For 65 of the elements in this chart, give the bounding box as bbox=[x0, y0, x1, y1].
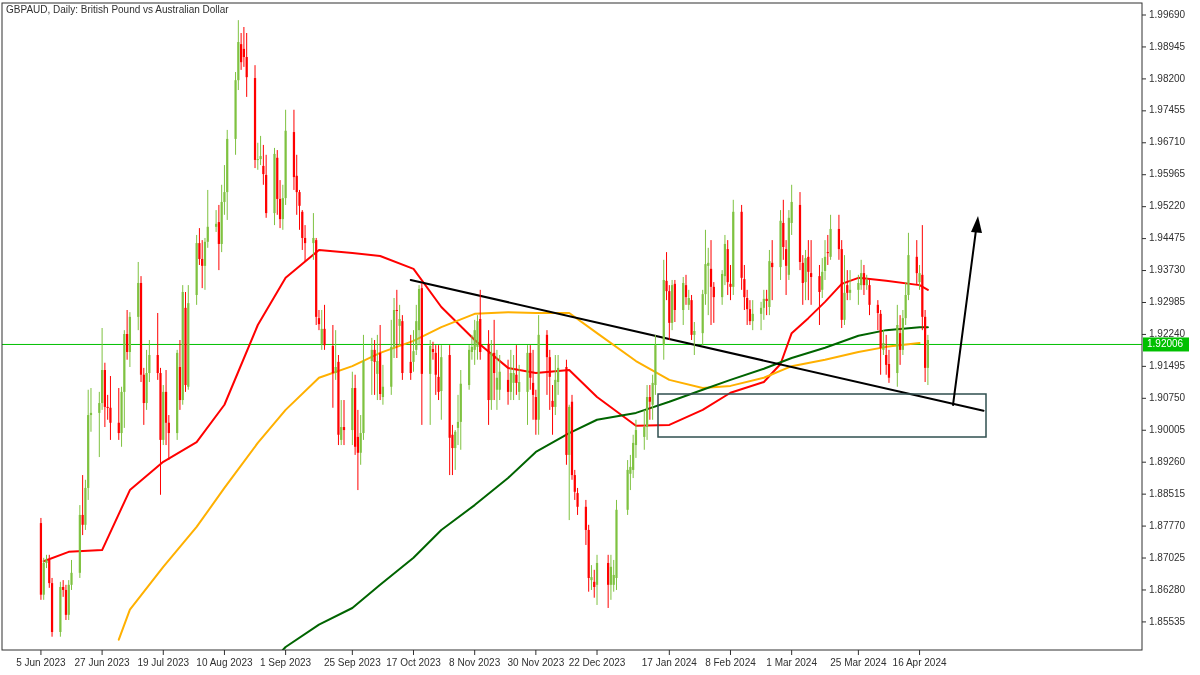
candlestick bbox=[320, 309, 323, 351]
candlestick bbox=[512, 354, 515, 401]
candlestick bbox=[882, 329, 885, 356]
candlestick bbox=[607, 554, 610, 609]
y-tick-label: 1.98945 bbox=[1149, 40, 1186, 52]
candlestick bbox=[648, 384, 651, 421]
candlestick bbox=[518, 364, 521, 401]
x-tick-label: 25 Sep 2023 bbox=[323, 657, 382, 668]
candlestick bbox=[593, 569, 596, 599]
x-tick-label: 19 Jul 2023 bbox=[137, 657, 190, 668]
y-tick-label: 1.93730 bbox=[1149, 264, 1186, 276]
candlestick bbox=[687, 289, 690, 311]
x-tick-label: 16 Apr 2024 bbox=[892, 657, 947, 668]
candlestick bbox=[826, 234, 829, 266]
x-tick-label: 25 Mar 2024 bbox=[830, 657, 887, 668]
x-tick-label: 22 Dec 2023 bbox=[568, 657, 626, 668]
candlestick bbox=[509, 349, 512, 401]
candlestick bbox=[515, 344, 518, 396]
y-tick-label: 1.87025 bbox=[1149, 551, 1186, 563]
x-tick-label: 5 Jun 2023 bbox=[16, 657, 67, 668]
y-tick-label: 1.87770 bbox=[1149, 519, 1186, 531]
y-tick-label: 1.98200 bbox=[1149, 72, 1186, 84]
y-tick-label: 1.92240 bbox=[1149, 328, 1186, 340]
candlestick bbox=[595, 554, 599, 606]
x-tick-label: 8 Feb 2024 bbox=[705, 657, 757, 668]
line-series bbox=[281, 326, 929, 650]
candlestick bbox=[334, 329, 337, 381]
x-tick-label: 1 Sep 2023 bbox=[260, 657, 312, 668]
x-tick-label: 10 Aug 2023 bbox=[196, 657, 253, 668]
y-tick-label: 1.91495 bbox=[1149, 360, 1186, 372]
candlestick bbox=[590, 564, 593, 591]
candlestick bbox=[434, 344, 437, 396]
candlestick bbox=[437, 344, 440, 401]
y-tick-label: 1.85535 bbox=[1149, 615, 1186, 627]
y-tick-label: 1.90005 bbox=[1149, 423, 1186, 435]
line-series bbox=[117, 311, 921, 641]
y-tick-label: 1.95220 bbox=[1149, 200, 1186, 212]
candlestick bbox=[398, 304, 401, 346]
x-tick-label: 8 Nov 2023 bbox=[449, 657, 501, 668]
x-tick-label: 27 Jun 2023 bbox=[74, 657, 131, 668]
candlestick bbox=[259, 135, 262, 166]
x-tick-label: 17 Jan 2024 bbox=[641, 657, 698, 668]
candlestick bbox=[109, 375, 112, 441]
candlestick bbox=[818, 264, 821, 326]
candlestick bbox=[373, 339, 376, 396]
candlestick bbox=[323, 304, 326, 351]
y-tick-label: 1.92985 bbox=[1149, 296, 1186, 308]
ref-line-label: 1.92006 bbox=[1147, 338, 1184, 350]
y-tick-label: 1.90750 bbox=[1149, 391, 1186, 403]
y-tick-label: 1.86280 bbox=[1149, 583, 1186, 595]
candlestick bbox=[868, 279, 871, 316]
x-tick-label: 1 Mar 2024 bbox=[766, 657, 818, 668]
y-tick-label: 1.89260 bbox=[1149, 455, 1186, 467]
candlestick bbox=[473, 319, 476, 366]
candlestick bbox=[918, 264, 921, 291]
x-tick-label: 30 Nov 2023 bbox=[507, 657, 565, 668]
y-tick-label: 1.95965 bbox=[1149, 168, 1186, 180]
y-tick-label: 1.99690 bbox=[1149, 8, 1186, 20]
y-tick-label: 1.96710 bbox=[1149, 136, 1186, 148]
x-tick-label: 17 Oct 2023 bbox=[386, 657, 442, 668]
y-tick-label: 1.88515 bbox=[1149, 487, 1186, 499]
candlestick bbox=[312, 212, 315, 261]
y-tick-label: 1.97455 bbox=[1149, 104, 1186, 116]
chart-title: GBPAUD, Daily: British Pound vs Australian Dollar bbox=[6, 4, 230, 15]
y-tick-label: 1.94475 bbox=[1149, 232, 1186, 244]
